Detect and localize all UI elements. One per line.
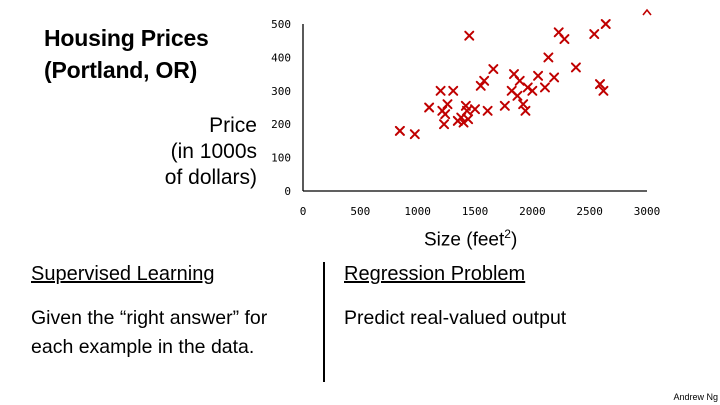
axis-arrow-icon (642, 8, 652, 16)
data-point (440, 109, 451, 120)
data-point (598, 85, 609, 96)
data-point (488, 64, 499, 75)
data-point (424, 102, 435, 113)
y-tick-label: 100 (271, 152, 291, 165)
x-tick-label: 2500 (576, 205, 603, 218)
data-point (527, 85, 538, 96)
data-point (533, 70, 544, 81)
data-point (514, 75, 525, 86)
data-point (409, 129, 420, 140)
y-tick-label: 500 (271, 18, 291, 31)
data-point (589, 29, 600, 40)
data-point (475, 80, 486, 91)
title-line-1: Housing Prices (44, 25, 209, 51)
data-point (464, 30, 475, 41)
column-divider (323, 262, 325, 382)
data-point (394, 125, 405, 136)
y-tick-label: 400 (271, 51, 291, 64)
data-point (470, 104, 480, 115)
supervised-learning-description: Given the “right answer” for each exampl… (31, 304, 267, 362)
data-point (549, 72, 560, 83)
data-point (448, 85, 459, 96)
data-point (435, 85, 446, 96)
description-line-2: each example in the data. (31, 336, 255, 358)
author-footer: Andrew Ng (673, 392, 718, 402)
x-tick-label: 500 (350, 205, 370, 218)
data-point (600, 19, 611, 29)
x-tick-label: 0 (300, 205, 307, 218)
regression-problem-description: Predict real-valued output (344, 307, 567, 329)
data-point (539, 82, 550, 93)
title-line-2: (Portland, OR) (44, 57, 198, 83)
y-axis-label: Price (in 1000s of dollars) (165, 113, 257, 191)
x-tick-label: 1500 (462, 205, 489, 218)
y-axis-label-line-1: Price (209, 114, 257, 137)
y-axis-label-line-2: (in 1000s (170, 140, 257, 163)
data-point (461, 105, 472, 116)
x-tick-labels: 0 500 1000 1500 2000 2500 3000 (300, 205, 661, 218)
data-point (559, 34, 570, 45)
data-point (512, 90, 523, 101)
data-point (479, 75, 490, 86)
data-point (570, 62, 581, 73)
data-points (394, 19, 611, 140)
data-point (439, 119, 450, 130)
x-tick-label: 1000 (404, 205, 431, 218)
description-line-1: Given the “right answer” for (31, 307, 268, 329)
data-point (520, 105, 531, 116)
x-axis-label-close: ) (510, 229, 518, 251)
supervised-learning-heading: Supervised Learning (31, 263, 215, 285)
data-point (463, 114, 474, 125)
x-axis-label-text: Size (feet (424, 229, 505, 251)
x-axis-label-superscript: 2 (504, 227, 511, 241)
plot-axes (302, 8, 652, 192)
data-point (543, 52, 554, 63)
y-axis-label-line-3: of dollars) (164, 166, 257, 189)
x-axis-label: Size (feet2) (424, 227, 517, 251)
data-point (482, 105, 493, 116)
regression-problem-heading: Regression Problem (344, 263, 526, 285)
chart-title: Housing Prices (Portland, OR) (44, 22, 209, 86)
data-point (594, 79, 605, 90)
y-tick-labels: 0 100 200 300 400 500 (271, 18, 291, 198)
scatter-plot: 0 100 200 300 400 500 0 500 1000 1500 2000 2500 300… (271, 8, 661, 218)
data-point (442, 99, 453, 110)
x-tick-label: 2000 (519, 205, 546, 218)
x-tick-label: 3000 (634, 205, 661, 218)
data-point (518, 99, 529, 110)
data-point (499, 100, 510, 111)
y-tick-label: 0 (284, 185, 291, 198)
y-tick-label: 300 (271, 85, 291, 98)
y-tick-label: 200 (271, 118, 291, 131)
